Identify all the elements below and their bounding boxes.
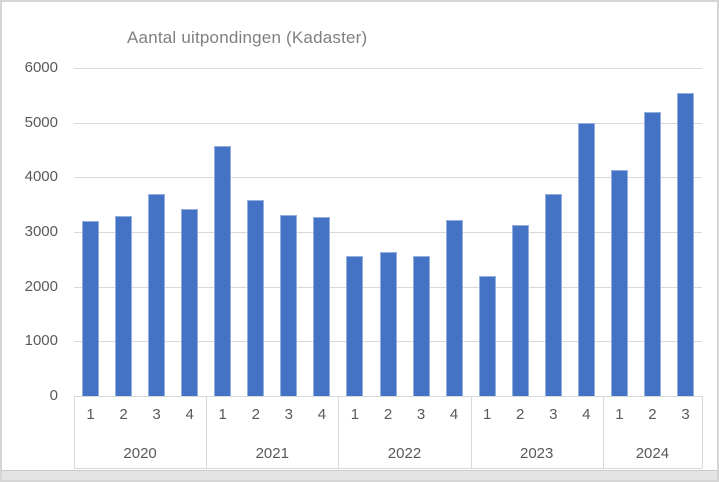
year-separator-line bbox=[338, 396, 340, 468]
chart-title: Aantal uitpondingen (Kadaster) bbox=[127, 28, 368, 47]
y-axis-tick-label: 1000 bbox=[24, 332, 58, 350]
year-group-label: 2024 bbox=[635, 445, 670, 462]
quarter-tick-label: 3 bbox=[284, 406, 293, 423]
quarter-tick-label: 3 bbox=[152, 406, 161, 423]
quarter-tick-label: 2 bbox=[516, 406, 525, 423]
y-axis-tick-label: 4000 bbox=[24, 168, 58, 186]
gridline bbox=[74, 68, 702, 69]
quarter-tick-label: 4 bbox=[317, 406, 327, 423]
year-group-label: 2020 bbox=[123, 445, 157, 462]
y-axis-tick-label: 2000 bbox=[24, 277, 58, 295]
quarter-tick-label: 3 bbox=[549, 406, 558, 423]
gridline bbox=[74, 232, 702, 233]
quarter-tick-label: 2 bbox=[119, 406, 128, 423]
axis-table-bottom-border bbox=[74, 468, 702, 469]
quarter-tick-label: 1 bbox=[86, 406, 95, 423]
bar bbox=[544, 193, 562, 396]
quarter-tick-label: 2 bbox=[383, 406, 393, 423]
bar bbox=[643, 112, 661, 396]
bar bbox=[412, 255, 430, 396]
y-axis-tick-label: 0 bbox=[49, 387, 58, 404]
bar bbox=[445, 220, 463, 396]
quarter-tick-label: 1 bbox=[483, 406, 492, 423]
bar bbox=[677, 93, 694, 396]
bar bbox=[511, 224, 529, 396]
quarter-tick-label: 1 bbox=[218, 406, 227, 423]
bar bbox=[577, 122, 595, 396]
quarter-tick-label: 1 bbox=[615, 406, 624, 423]
bar bbox=[247, 200, 265, 396]
bar bbox=[346, 256, 364, 396]
gridline bbox=[74, 177, 702, 179]
quarter-tick-label: 4 bbox=[582, 406, 591, 423]
quarter-tick-label: 2 bbox=[648, 406, 657, 423]
year-separator-line bbox=[702, 396, 703, 468]
bar bbox=[214, 146, 232, 396]
year-separator-line bbox=[206, 396, 208, 468]
y-axis-tick-label: 5000 bbox=[24, 113, 58, 131]
year-group-label: 2022 bbox=[387, 445, 422, 462]
bar bbox=[181, 208, 199, 396]
year-separator-line bbox=[602, 396, 604, 468]
quarter-tick-label: 1 bbox=[350, 406, 360, 423]
quarter-tick-label: 4 bbox=[449, 406, 459, 423]
bar bbox=[115, 215, 133, 396]
window-bottom-edge bbox=[2, 470, 717, 480]
bar bbox=[82, 221, 99, 396]
bar bbox=[379, 251, 397, 396]
quarter-tick-label: 2 bbox=[251, 406, 260, 423]
quarter-tick-label: 3 bbox=[416, 406, 426, 423]
bar bbox=[313, 216, 331, 396]
year-group-label: 2021 bbox=[255, 445, 289, 462]
y-axis-tick-label: 6000 bbox=[24, 59, 58, 76]
bar bbox=[148, 193, 166, 396]
year-separator-line bbox=[74, 396, 75, 468]
quarter-tick-label: 4 bbox=[185, 406, 194, 423]
year-separator-line bbox=[470, 396, 472, 468]
bar bbox=[280, 214, 298, 396]
bar bbox=[610, 170, 628, 396]
year-group-label: 2023 bbox=[520, 445, 554, 462]
bar bbox=[478, 275, 496, 396]
quarter-tick-label: 3 bbox=[681, 406, 690, 423]
y-axis-tick-label: 3000 bbox=[24, 223, 58, 240]
gridline bbox=[74, 122, 702, 124]
gridline bbox=[74, 396, 702, 397]
